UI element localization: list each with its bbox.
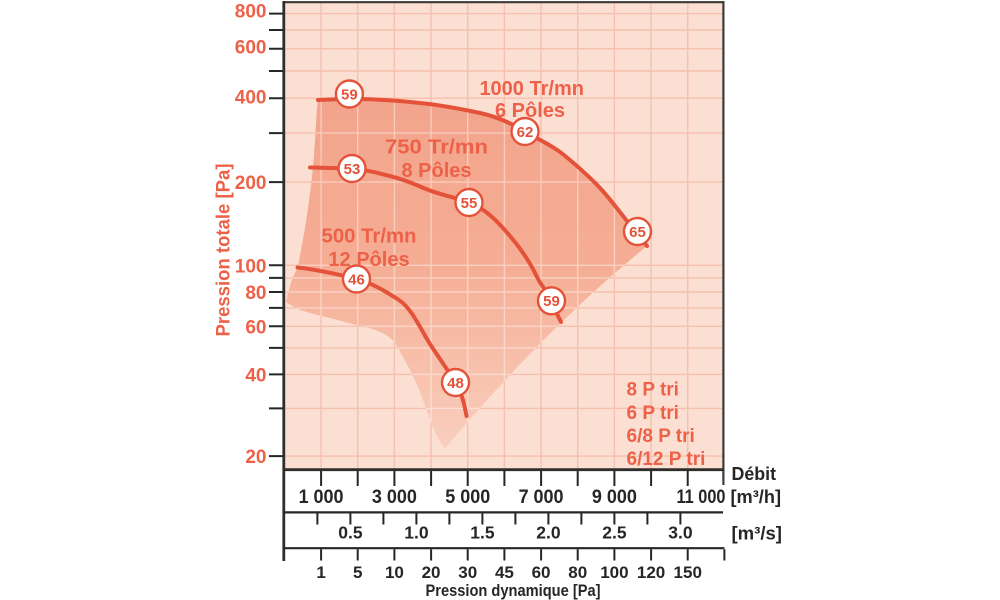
svg-text:30: 30 [458, 563, 477, 582]
svg-text:[m³/s]: [m³/s] [732, 523, 783, 544]
svg-text:600: 600 [235, 37, 267, 58]
svg-text:Pression totale [Pa]: Pression totale [Pa] [214, 164, 235, 337]
svg-text:8 Pôles: 8 Pôles [401, 160, 471, 182]
svg-text:750 Tr/mn: 750 Tr/mn [385, 137, 488, 159]
svg-text:60: 60 [245, 317, 266, 338]
svg-text:10: 10 [385, 563, 404, 582]
svg-text:5: 5 [353, 563, 362, 582]
svg-text:400: 400 [235, 88, 267, 109]
svg-text:6/8 P tri: 6/8 P tri [627, 426, 695, 447]
svg-text:Débit: Débit [732, 463, 777, 484]
svg-text:Pression dynamique [Pa]: Pression dynamique [Pa] [426, 581, 601, 600]
svg-text:46: 46 [348, 271, 365, 288]
svg-text:55: 55 [461, 195, 478, 212]
svg-text:[m³/h]: [m³/h] [731, 486, 782, 507]
svg-text:59: 59 [341, 86, 358, 103]
svg-text:3 000: 3 000 [372, 487, 417, 508]
svg-text:6/12 P tri: 6/12 P tri [627, 449, 706, 470]
svg-text:62: 62 [517, 124, 534, 141]
svg-text:80: 80 [245, 283, 266, 304]
svg-text:1.5: 1.5 [470, 523, 495, 543]
svg-text:1000 Tr/mn: 1000 Tr/mn [479, 78, 584, 100]
svg-text:150: 150 [674, 563, 702, 582]
svg-text:0.5: 0.5 [338, 523, 363, 543]
svg-text:800: 800 [235, 2, 267, 23]
svg-text:48: 48 [447, 375, 464, 392]
svg-text:20: 20 [422, 563, 441, 582]
svg-text:100: 100 [600, 563, 628, 582]
svg-text:100: 100 [235, 256, 267, 277]
svg-text:60: 60 [532, 563, 551, 582]
svg-text:20: 20 [245, 447, 266, 468]
svg-text:200: 200 [235, 173, 267, 194]
svg-text:2.5: 2.5 [602, 523, 627, 543]
svg-text:80: 80 [568, 563, 587, 582]
svg-text:8 P tri: 8 P tri [627, 380, 679, 401]
svg-text:6 P tri: 6 P tri [627, 403, 679, 424]
svg-text:65: 65 [629, 224, 646, 241]
svg-text:7 000: 7 000 [519, 487, 564, 508]
svg-text:40: 40 [245, 365, 266, 386]
svg-text:5 000: 5 000 [445, 487, 490, 508]
svg-text:1: 1 [316, 563, 325, 582]
svg-text:12 Pôles: 12 Pôles [328, 249, 409, 271]
svg-text:9 000: 9 000 [592, 487, 637, 508]
svg-text:500 Tr/mn: 500 Tr/mn [322, 226, 417, 248]
svg-text:1 000: 1 000 [299, 487, 344, 508]
svg-text:120: 120 [637, 563, 665, 582]
svg-text:45: 45 [495, 563, 514, 582]
svg-text:2.0: 2.0 [536, 523, 561, 543]
svg-text:6 Pôles: 6 Pôles [495, 100, 565, 122]
svg-text:59: 59 [543, 293, 560, 310]
svg-text:3.0: 3.0 [668, 523, 693, 543]
svg-text:1.0: 1.0 [404, 523, 429, 543]
svg-text:53: 53 [344, 161, 361, 178]
svg-text:11 000: 11 000 [677, 487, 726, 508]
